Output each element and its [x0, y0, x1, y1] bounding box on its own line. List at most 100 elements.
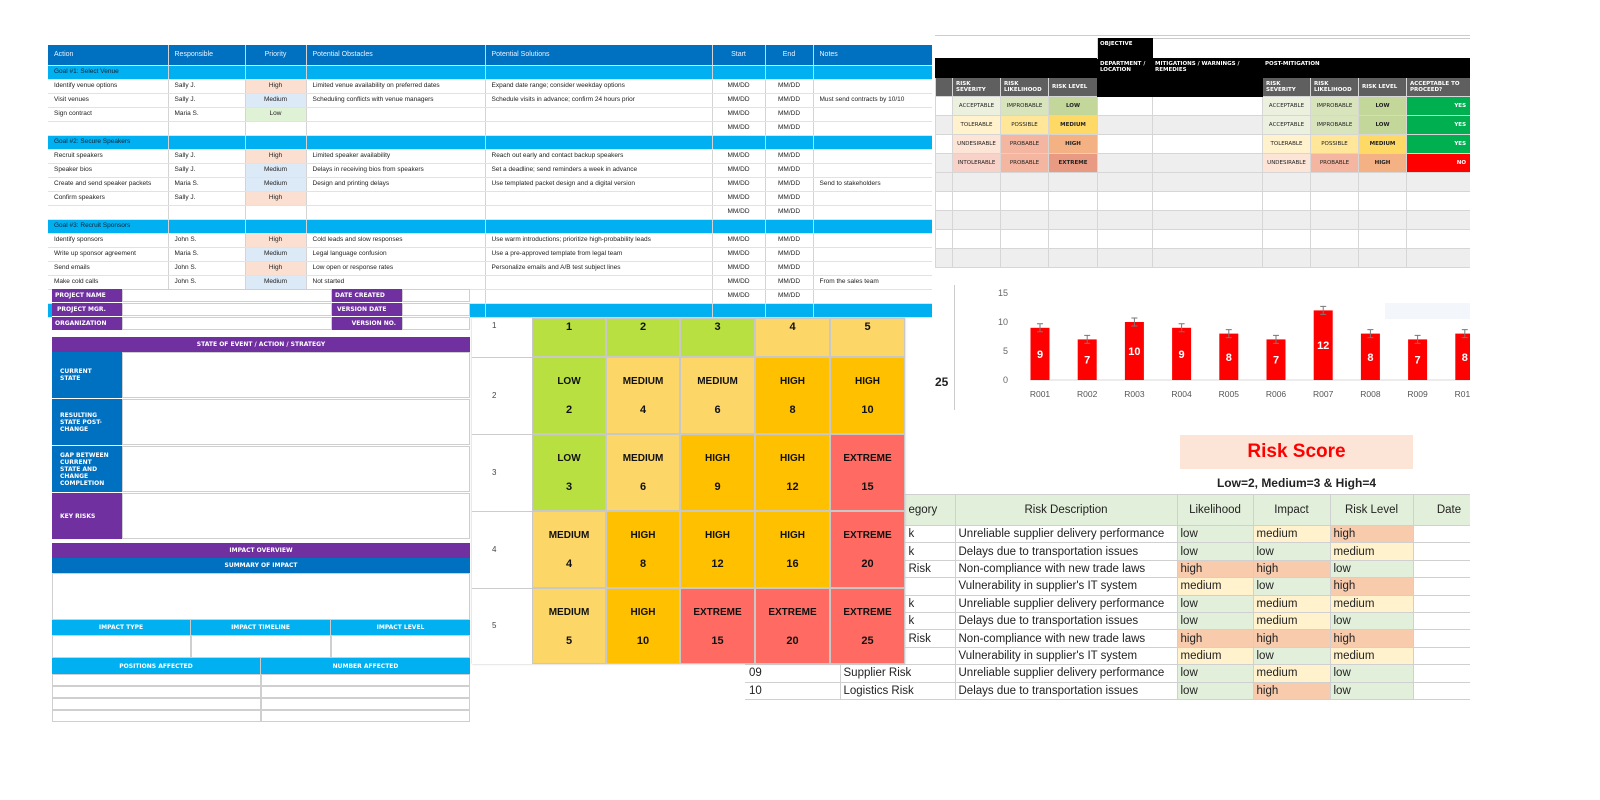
- priority-cell[interactable]: [245, 121, 307, 136]
- obstacle-cell[interactable]: Not started: [306, 275, 486, 290]
- column-header[interactable]: Potential Solutions: [485, 45, 713, 66]
- risk-value-cell[interactable]: LOW: [1358, 115, 1407, 135]
- cell[interactable]: [765, 303, 814, 318]
- notes-cell[interactable]: Send to stakeholders: [813, 177, 932, 192]
- cell[interactable]: [306, 135, 486, 150]
- notes-cell[interactable]: [813, 247, 932, 262]
- start-cell[interactable]: MM/DD: [712, 121, 766, 136]
- key-risks-field[interactable]: [122, 493, 470, 539]
- impact-cell[interactable]: high: [1252, 629, 1331, 648]
- likelihood-cell[interactable]: low: [1176, 611, 1254, 631]
- empty-cell[interactable]: [1405, 248, 1470, 268]
- action-cell[interactable]: Create and send speaker packets: [48, 177, 169, 192]
- priority-cell[interactable]: Medium: [245, 247, 307, 262]
- empty-cell[interactable]: [1262, 191, 1311, 211]
- matrix-cell[interactable]: EXTREME 25: [830, 588, 905, 664]
- obstacle-cell[interactable]: Legal language confusion: [306, 247, 486, 262]
- end-cell[interactable]: MM/DD: [765, 149, 814, 164]
- empty-cell[interactable]: [935, 210, 953, 230]
- action-cell[interactable]: Confirm speakers: [48, 191, 169, 206]
- responsible-cell[interactable]: John S.: [168, 233, 246, 248]
- empty-cell[interactable]: [1310, 191, 1359, 211]
- number-field[interactable]: [261, 710, 470, 722]
- obstacle-cell[interactable]: [306, 205, 486, 220]
- responsible-cell[interactable]: Sally J.: [168, 79, 246, 94]
- version-date-field[interactable]: [402, 303, 470, 316]
- matrix-cell[interactable]: 2: [606, 318, 680, 357]
- cell[interactable]: [485, 65, 713, 80]
- empty-cell[interactable]: [1262, 229, 1311, 249]
- notes-cell[interactable]: [813, 79, 932, 94]
- impact-cell[interactable]: high: [1252, 681, 1331, 700]
- notes-cell[interactable]: [813, 289, 932, 304]
- matrix-cell[interactable]: MEDIUM 6: [606, 434, 680, 511]
- notes-cell[interactable]: [813, 163, 932, 178]
- empty-cell[interactable]: [1048, 172, 1098, 192]
- priority-cell[interactable]: Medium: [245, 163, 307, 178]
- matrix-cell[interactable]: 3: [680, 318, 755, 357]
- empty-cell[interactable]: [1000, 248, 1049, 268]
- action-cell[interactable]: Send emails: [48, 261, 169, 276]
- resulting-state-field[interactable]: [122, 399, 470, 445]
- end-cell[interactable]: MM/DD: [765, 275, 814, 290]
- start-cell[interactable]: MM/DD: [712, 233, 766, 248]
- column-header[interactable]: Date: [1412, 494, 1470, 526]
- solution-cell[interactable]: Reach out early and contact backup speak…: [485, 149, 713, 164]
- empty-cell[interactable]: [952, 172, 1001, 192]
- column-header[interactable]: Notes: [813, 45, 932, 66]
- impact-cell[interactable]: low: [1252, 646, 1331, 666]
- action-cell[interactable]: Identify sponsors: [48, 233, 169, 248]
- organization-field[interactable]: [122, 317, 332, 330]
- risk-value-cell[interactable]: MEDIUM: [1048, 115, 1098, 135]
- obstacle-cell[interactable]: Low open or response rates: [306, 261, 486, 276]
- empty-cell[interactable]: [952, 229, 1001, 249]
- action-cell[interactable]: Sign contract: [48, 107, 169, 122]
- notes-cell[interactable]: [813, 149, 932, 164]
- start-cell[interactable]: MM/DD: [712, 191, 766, 206]
- empty-cell[interactable]: [1262, 210, 1311, 230]
- responsible-cell[interactable]: [168, 205, 246, 220]
- category-cell[interactable]: Supplier Risk: [839, 664, 956, 683]
- cell[interactable]: [813, 135, 932, 150]
- matrix-cell[interactable]: MEDIUM 4: [532, 511, 606, 588]
- goal-label[interactable]: Goal #2: Secure Speakers: [48, 135, 169, 150]
- matrix-cell[interactable]: HIGH 8: [755, 357, 830, 434]
- risk-value-cell[interactable]: UNDESIRABLE: [952, 134, 1001, 154]
- responsible-cell[interactable]: Maria S.: [168, 107, 246, 122]
- notes-cell[interactable]: [813, 121, 932, 136]
- solution-cell[interactable]: [485, 121, 713, 136]
- risk-level-cell[interactable]: low: [1329, 559, 1414, 579]
- risk-value-cell[interactable]: LOW: [1048, 96, 1098, 116]
- end-cell[interactable]: MM/DD: [765, 79, 814, 94]
- bar-R003[interactable]: [1124, 322, 1144, 380]
- likelihood-cell[interactable]: medium: [1176, 646, 1254, 666]
- obstacle-cell[interactable]: [306, 121, 486, 136]
- bar-R002[interactable]: [1077, 339, 1097, 380]
- cell[interactable]: [485, 219, 713, 234]
- description-cell[interactable]: Unreliable supplier delivery performance: [954, 594, 1178, 613]
- responsible-cell[interactable]: John S.: [168, 261, 246, 276]
- solution-cell[interactable]: [485, 205, 713, 220]
- position-field[interactable]: [52, 698, 261, 710]
- cell[interactable]: [813, 219, 932, 234]
- matrix-cell[interactable]: HIGH 12: [680, 511, 755, 588]
- empty-cell[interactable]: [935, 248, 953, 268]
- bar-R008[interactable]: [1360, 333, 1380, 380]
- empty-cell[interactable]: [1097, 191, 1153, 211]
- risk-value-cell[interactable]: PROBABLE: [1310, 153, 1359, 173]
- cell[interactable]: [712, 303, 766, 318]
- description-cell[interactable]: Non-compliance with new trade laws: [954, 559, 1178, 579]
- impact-cell[interactable]: low: [1252, 577, 1331, 596]
- responsible-cell[interactable]: Sally J.: [168, 93, 246, 108]
- obstacle-cell[interactable]: Design and printing delays: [306, 177, 486, 192]
- column-header[interactable]: End: [765, 45, 814, 66]
- matrix-cell[interactable]: EXTREME 15: [830, 434, 905, 511]
- responsible-cell[interactable]: Sally J.: [168, 149, 246, 164]
- start-cell[interactable]: MM/DD: [712, 289, 766, 304]
- description-cell[interactable]: Vulnerability in supplier's IT system: [954, 646, 1178, 666]
- end-cell[interactable]: MM/DD: [765, 93, 814, 108]
- empty-cell[interactable]: [1048, 229, 1098, 249]
- department-cell[interactable]: [1097, 134, 1153, 154]
- obstacle-cell[interactable]: [306, 191, 486, 206]
- empty-cell[interactable]: [952, 210, 1001, 230]
